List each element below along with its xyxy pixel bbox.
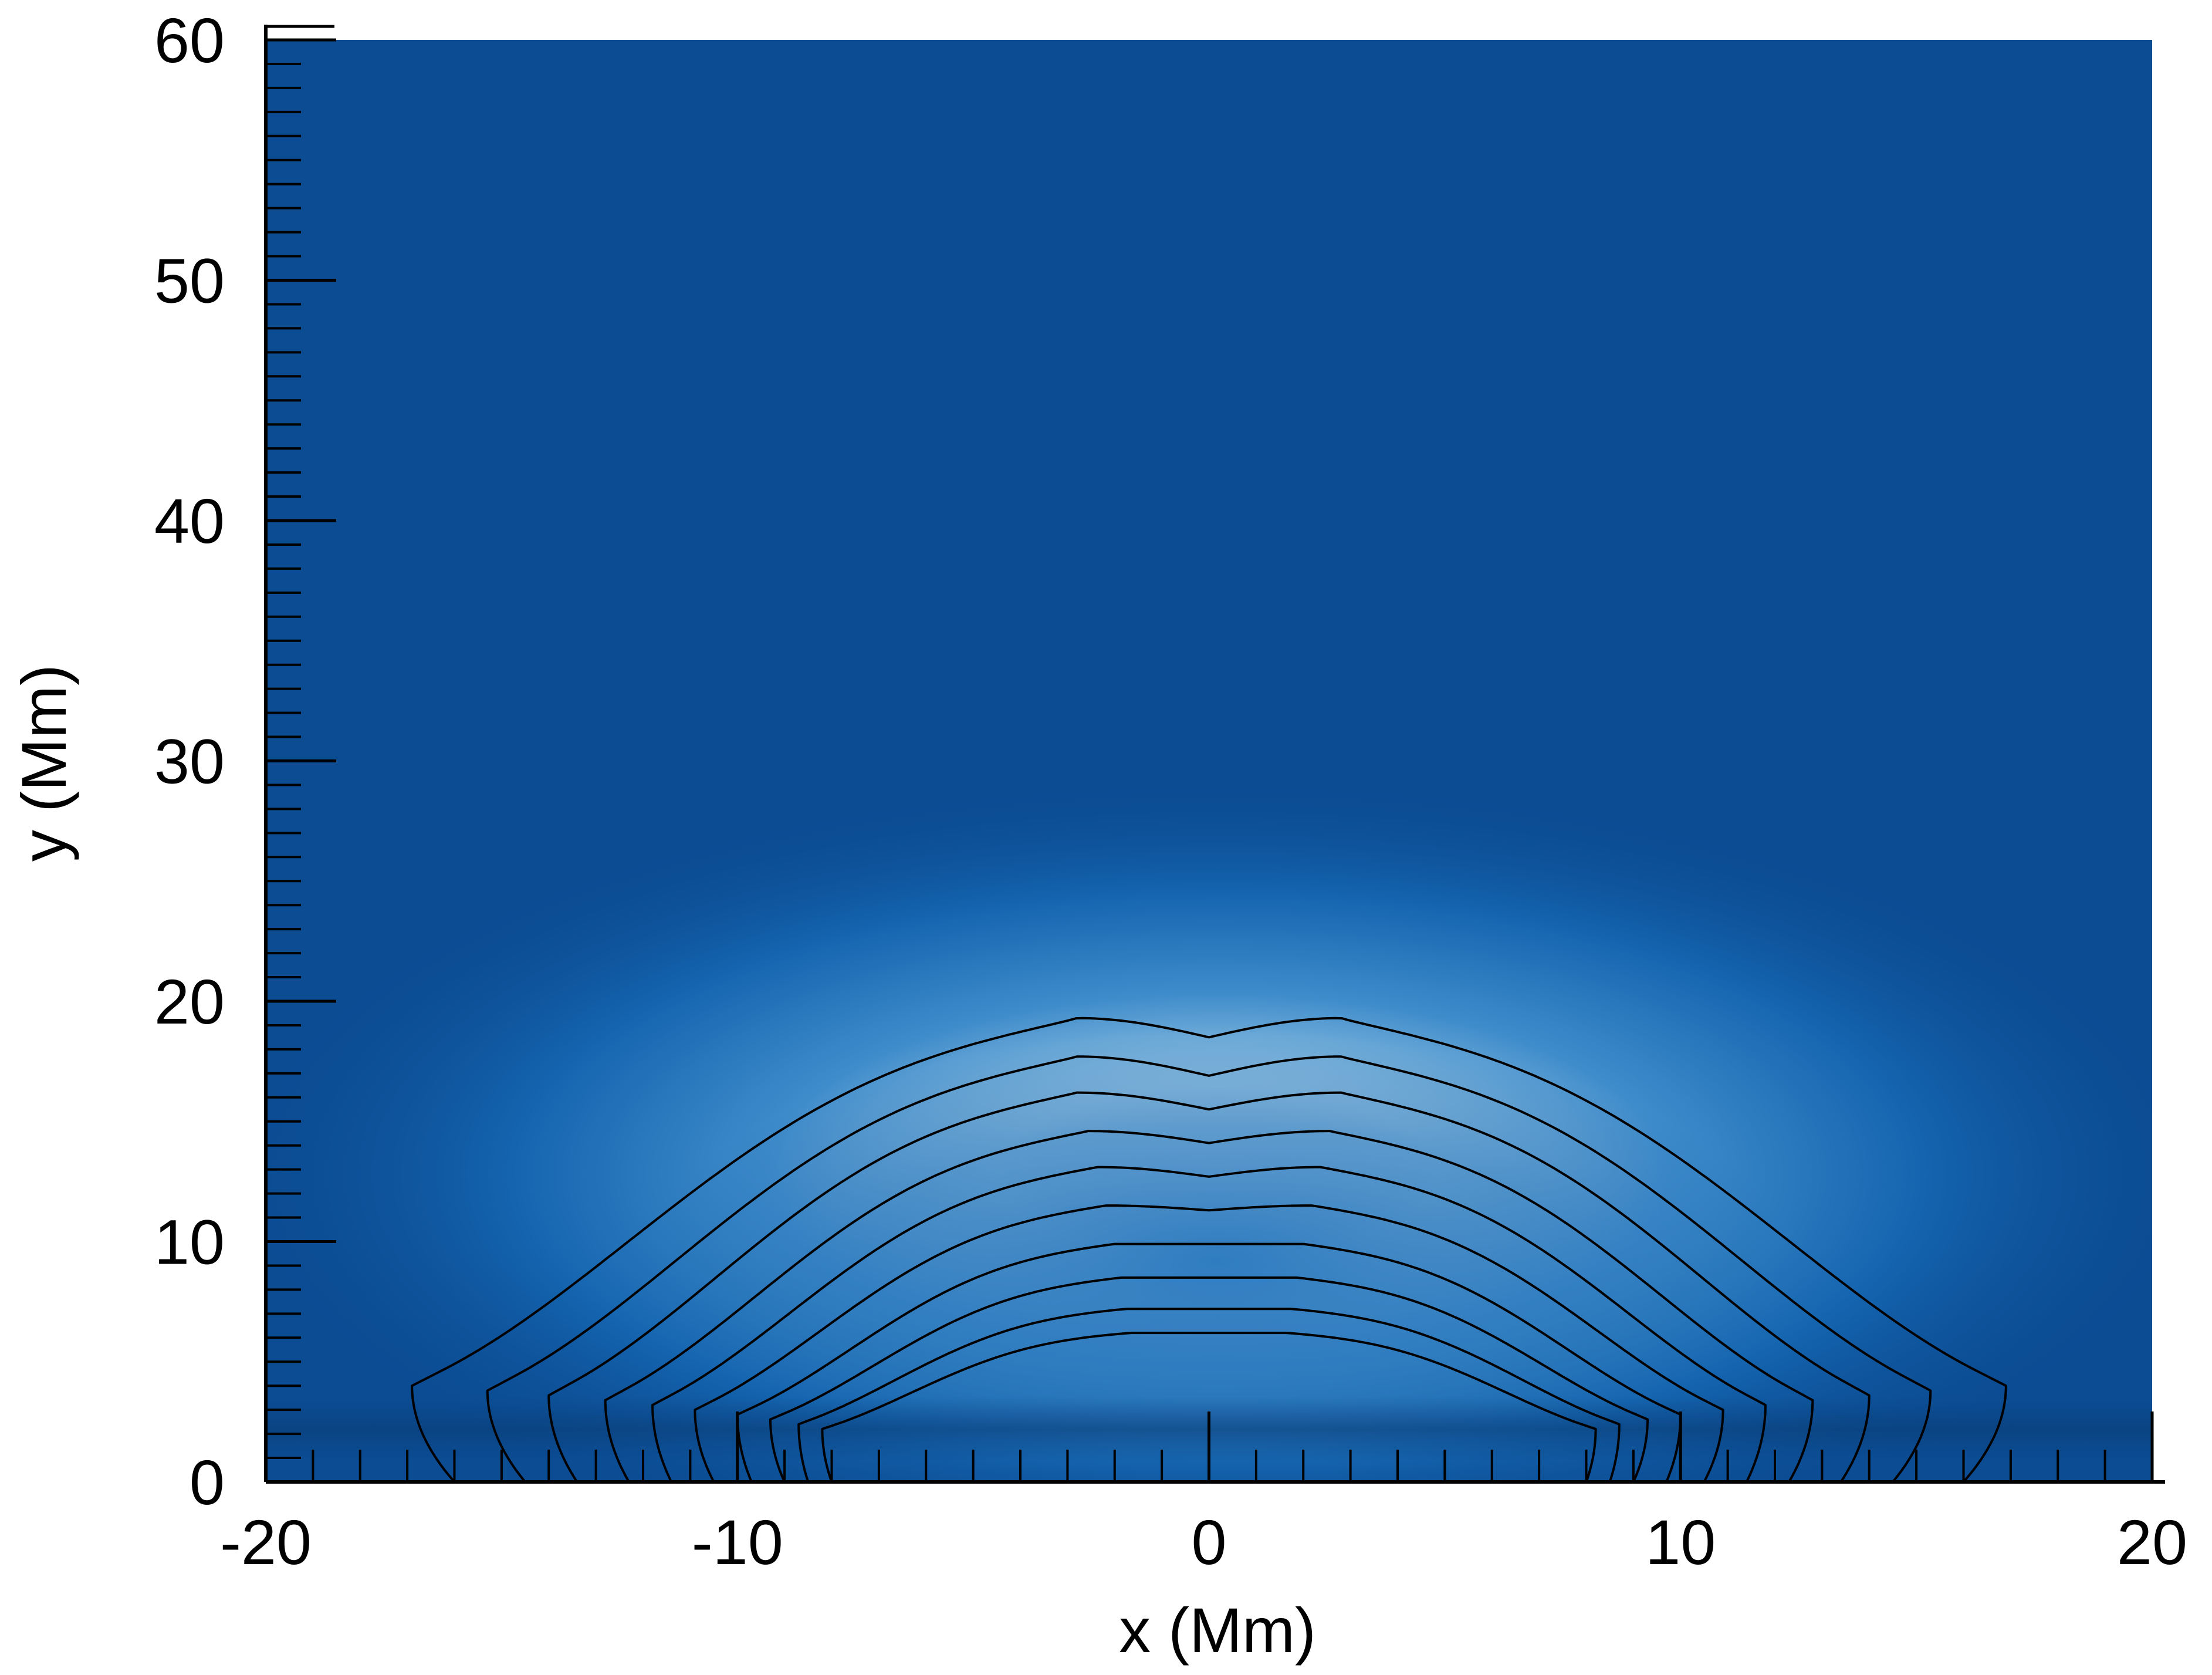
field-line <box>547 1091 1871 1482</box>
field-line <box>411 1017 2007 1482</box>
x-tick-label: -20 <box>220 1507 312 1578</box>
x-tick-label: -10 <box>692 1507 783 1578</box>
y-tick-label: 20 <box>154 966 225 1037</box>
y-tick-label: 50 <box>154 245 225 316</box>
y-tick-label: 30 <box>154 726 225 797</box>
y-axis-label: y (Mm) <box>8 664 79 862</box>
field-line <box>769 1276 1649 1482</box>
field-lines <box>411 1017 2007 1482</box>
field-line <box>651 1166 1767 1482</box>
field-line <box>604 1130 1814 1482</box>
field-line <box>694 1204 1724 1482</box>
heatmap-core <box>266 40 2152 1482</box>
y-tick-label: 10 <box>154 1207 225 1278</box>
field-line <box>486 1055 1932 1482</box>
field-line <box>821 1332 1597 1482</box>
y-tick-label: 0 <box>190 1447 225 1518</box>
axes: -20 -10 0 10 20 0 10 20 30 40 50 60 <box>154 5 2187 1578</box>
x-axis-label: x (Mm) <box>1119 1595 1316 1666</box>
x-tick-label: 10 <box>1645 1507 1716 1578</box>
y-tick-label: 60 <box>154 5 225 76</box>
y-tick-label: 40 <box>154 485 225 556</box>
x-tick-label: 0 <box>1191 1507 1226 1578</box>
field-line <box>797 1308 1621 1482</box>
plot-area <box>266 40 2152 1482</box>
field-line <box>736 1242 1682 1482</box>
x-tick-label: 20 <box>2117 1507 2187 1578</box>
